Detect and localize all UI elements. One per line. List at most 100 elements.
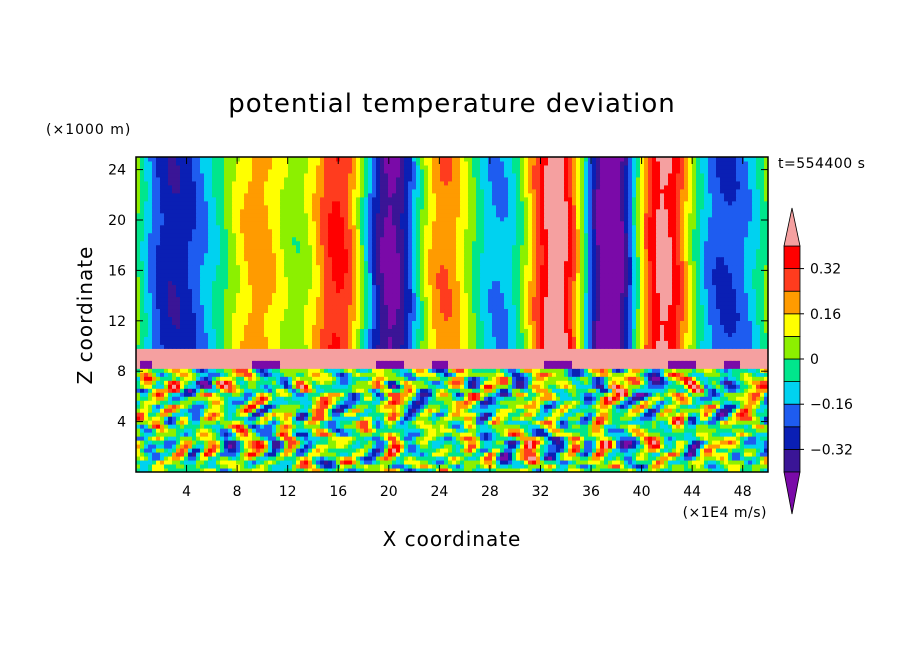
field-cell — [412, 344, 417, 349]
field-cell — [436, 404, 441, 409]
field-cell — [628, 432, 633, 437]
field-cell — [604, 356, 609, 361]
field-cell — [560, 356, 565, 361]
field-cell — [376, 444, 381, 449]
field-cell — [256, 448, 261, 453]
field-cell — [672, 412, 677, 417]
field-cell — [464, 452, 469, 457]
field-cell — [556, 380, 561, 385]
field-cell — [656, 464, 661, 469]
field-cell — [744, 392, 749, 397]
field-cell — [604, 376, 609, 381]
field-cell — [236, 444, 241, 449]
field-cell — [664, 352, 669, 357]
field-cell — [512, 356, 517, 361]
field-cell — [180, 352, 185, 357]
field-cell — [600, 444, 605, 449]
field-cell — [352, 440, 357, 445]
field-cell — [448, 396, 453, 401]
field-cell — [420, 456, 425, 461]
field-cell — [724, 412, 729, 417]
field-cell — [676, 388, 681, 393]
field-cell — [304, 392, 309, 397]
field-cell — [616, 352, 621, 357]
field-cell — [204, 412, 209, 417]
field-cell — [192, 416, 197, 421]
field-cell — [392, 400, 397, 405]
field-cell — [328, 396, 333, 401]
field-cell — [752, 456, 757, 461]
field-cell — [348, 432, 353, 437]
field-cell — [524, 368, 529, 373]
field-cell — [360, 468, 365, 472]
field-cell — [480, 352, 485, 357]
field-cell — [424, 376, 429, 381]
field-cell — [372, 396, 377, 401]
field-cell — [632, 448, 637, 453]
field-cell — [428, 376, 433, 381]
field-cell — [500, 344, 505, 349]
field-cell — [224, 412, 229, 417]
field-cell — [716, 360, 721, 365]
field-cell — [600, 432, 605, 437]
field-cell — [328, 360, 333, 365]
field-cell — [188, 384, 193, 389]
field-cell — [456, 428, 461, 433]
field-cell — [680, 380, 685, 385]
field-cell — [404, 380, 409, 385]
field-cell — [524, 388, 529, 393]
field-cell — [276, 388, 281, 393]
field-cell — [664, 400, 669, 405]
field-cell — [416, 352, 421, 357]
field-cell — [512, 444, 517, 449]
field-cell — [492, 404, 497, 409]
field-cell — [632, 404, 637, 409]
field-cell — [308, 464, 313, 469]
field-cell — [212, 428, 217, 433]
field-cell — [472, 384, 477, 389]
field-cell — [384, 392, 389, 397]
field-cell — [452, 456, 457, 461]
field-cell — [432, 356, 437, 361]
field-cell — [148, 412, 153, 417]
field-cell — [712, 448, 717, 453]
field-cell — [672, 444, 677, 449]
field-cell — [164, 452, 169, 457]
field-cell — [336, 408, 341, 413]
field-cell — [636, 356, 641, 361]
field-cell — [252, 448, 257, 453]
field-cell — [636, 428, 641, 433]
field-cell — [580, 408, 585, 413]
field-cell — [380, 344, 385, 349]
field-cell — [720, 468, 725, 472]
field-cell — [228, 360, 233, 365]
field-cell — [248, 420, 253, 425]
field-cell — [412, 352, 417, 357]
field-cell — [308, 372, 313, 377]
field-cell — [620, 460, 625, 465]
field-cell — [384, 380, 389, 385]
field-cell — [528, 456, 533, 461]
field-cell — [260, 416, 265, 421]
field-cell — [632, 412, 637, 417]
field-cell — [168, 436, 173, 441]
field-cell — [232, 344, 237, 349]
field-cell — [720, 444, 725, 449]
field-cell — [324, 420, 329, 425]
field-cell — [580, 440, 585, 445]
field-cell — [300, 440, 305, 445]
field-cell — [544, 348, 549, 353]
field-cell — [224, 364, 229, 369]
field-cell — [260, 384, 265, 389]
field-cell — [488, 360, 493, 365]
field-cell — [168, 448, 173, 453]
field-cell — [484, 436, 489, 441]
field-cell — [552, 420, 557, 425]
field-cell — [752, 436, 757, 441]
field-cell — [748, 436, 753, 441]
field-cell — [540, 444, 545, 449]
field-cell — [268, 368, 273, 373]
field-cell — [564, 376, 569, 381]
field-cell — [336, 404, 341, 409]
field-cell — [680, 348, 685, 353]
